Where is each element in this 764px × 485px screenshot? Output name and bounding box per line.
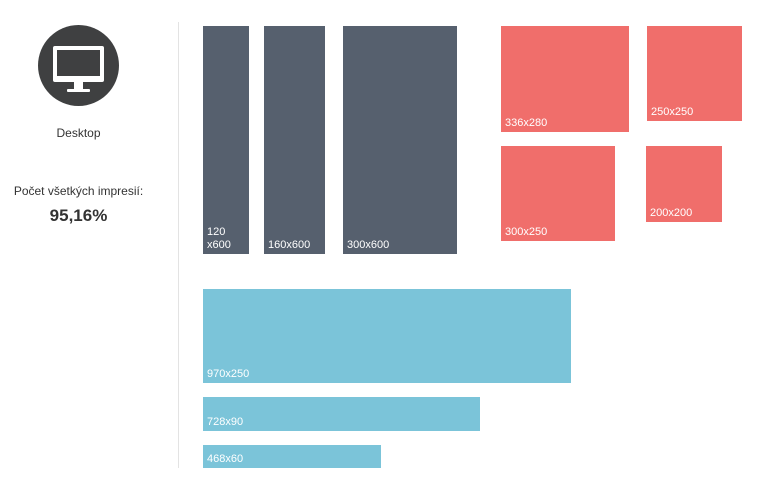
vertical-divider [178,22,179,468]
device-sidebar: Desktop Počet všetkých impresií: 95,16% [0,0,160,485]
desktop-monitor-icon [38,25,119,106]
ad-format-300x600: 300x600 [343,26,457,254]
impressions-label: Počet všetkých impresií: [13,184,144,198]
ad-format-336x280: 336x280 [501,26,629,132]
ad-format-label: 970x250 [207,368,250,380]
ad-format-label: 160x600 [268,239,311,251]
ad-format-300x250: 300x250 [501,146,615,241]
ad-format-label: 200x200 [650,207,693,219]
ad-format-label: 728x90 [207,416,244,428]
device-label: Desktop [56,126,101,140]
ad-format-468x60: 468x60 [203,445,381,468]
ad-format-728x90: 728x90 [203,397,480,431]
ad-format-label: 250x250 [651,106,694,118]
ad-format-label: 300x250 [505,226,548,238]
ad-format-250x250: 250x250 [647,26,742,121]
ad-format-label: 468x60 [207,453,244,465]
ad-format-200x200: 200x200 [646,146,722,222]
ad-format-label: 300x600 [347,239,390,251]
ad-format-120x600: 120 x600 [203,26,249,254]
ad-format-label: 336x280 [505,117,548,129]
ad-format-160x600: 160x600 [264,26,325,254]
ad-format-label: 120 x600 [207,226,231,251]
impressions-value: 95,16% [49,206,108,225]
ad-format-970x250: 970x250 [203,289,571,383]
